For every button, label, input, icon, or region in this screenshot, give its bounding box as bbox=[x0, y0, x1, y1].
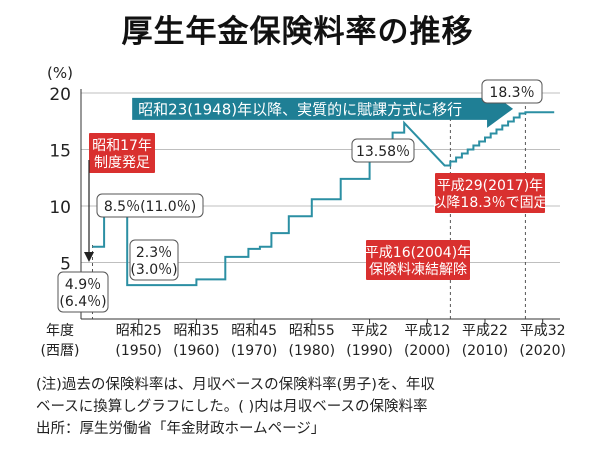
callout-h16-line-1: 保険料凍結解除 bbox=[369, 262, 467, 278]
callout-h29-line-0: 平成29(2017)年 bbox=[437, 178, 543, 194]
x-tick-era-1970: 昭和45 bbox=[231, 323, 277, 339]
callout-box-h29 bbox=[435, 173, 545, 213]
x-tick-era-1980: 昭和55 bbox=[289, 323, 335, 339]
y-tick-label-5: 5 bbox=[60, 255, 71, 275]
x-tick-year-2010: (2010) bbox=[462, 343, 509, 359]
y-unit-label: (%) bbox=[47, 64, 73, 82]
start-pointer-head bbox=[84, 252, 94, 262]
footnote-line-1: (注)過去の保険料率は、月収ベースの保険料率(男子)を、年収 bbox=[36, 377, 435, 393]
x-tick-era-2000: 平成12 bbox=[404, 323, 450, 339]
y-tick-label-10: 10 bbox=[49, 198, 71, 218]
footnote-line-2: ベースに換算しグラフにした。( )内は月収ベースの保険料率 bbox=[36, 399, 428, 415]
arrow-label: 昭和23(1948)年以降、実質的に賦課方式に移行 bbox=[138, 100, 462, 118]
callout-h29-line-1: 以降18.3％で固定 bbox=[432, 195, 547, 211]
x-tick-year-1950: (1950) bbox=[115, 343, 162, 359]
callout-box-p1 bbox=[96, 193, 204, 218]
callout-p0-line-0: 4.9％ bbox=[65, 277, 101, 293]
x-tick-era-1950: 昭和25 bbox=[116, 323, 162, 339]
x-tick-era-1990: 平成2 bbox=[351, 323, 388, 339]
x-tick-year-2020: (2020) bbox=[519, 343, 566, 359]
x-tick-year-2000: (2000) bbox=[404, 343, 451, 359]
callout-box-p0 bbox=[57, 271, 109, 313]
chart-title: 厚生年金保険料率の推移 bbox=[121, 14, 474, 50]
callout-p1-line-0: 8.5％(11.0％) bbox=[104, 199, 196, 215]
callout-p0-line-1: (6.4％) bbox=[59, 294, 106, 310]
x-axis-header-2: (西暦) bbox=[41, 343, 80, 359]
callout-p3-line-0: 13.58％ bbox=[356, 144, 410, 160]
callout-p4-line-0: 18.3％ bbox=[489, 85, 534, 101]
callout-start-line-0: 昭和17年 bbox=[92, 138, 152, 154]
callout-box-h16 bbox=[366, 240, 470, 280]
x-tick-year-1990: (1990) bbox=[346, 343, 393, 359]
source-line: 出所：厚生労働省「年金財政ホームページ」 bbox=[36, 421, 326, 437]
x-tick-year-1980: (1980) bbox=[289, 343, 336, 359]
callout-p2-line-0: 2.3％ bbox=[136, 245, 172, 261]
x-tick-era-1960: 昭和35 bbox=[174, 323, 220, 339]
x-tick-year-1960: (1960) bbox=[173, 343, 220, 359]
callout-box-start bbox=[89, 133, 155, 173]
transition-arrow bbox=[132, 89, 514, 128]
y-tick-label-20: 20 bbox=[49, 85, 71, 105]
x-axis-header-1: 年度 bbox=[46, 323, 74, 339]
callout-box-p3 bbox=[351, 138, 415, 163]
series-line-0 bbox=[92, 111, 555, 287]
callout-box-p4 bbox=[481, 79, 543, 104]
x-tick-era-2010: 平成22 bbox=[462, 323, 508, 339]
callout-h16-line-0: 平成16(2004)年 bbox=[365, 245, 471, 261]
x-tick-era-2020: 平成32 bbox=[520, 323, 566, 339]
y-tick-label-15: 15 bbox=[49, 142, 71, 162]
x-tick-year-1970: (1970) bbox=[231, 343, 278, 359]
callout-p2-line-1: (3.0％) bbox=[130, 262, 177, 278]
callout-box-p2 bbox=[129, 239, 179, 281]
callout-start-line-1: 制度発足 bbox=[94, 155, 150, 171]
